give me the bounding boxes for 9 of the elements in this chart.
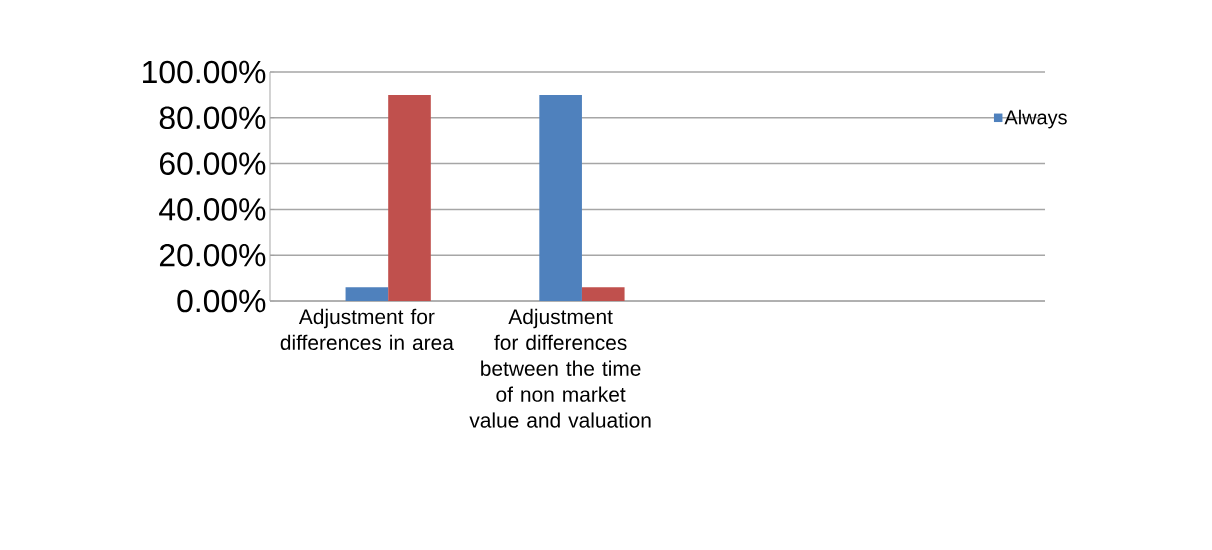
legend-label: Always bbox=[1004, 109, 1067, 129]
y-tick-label: 60.00% bbox=[159, 152, 266, 175]
y-tick-label: 40.00% bbox=[159, 198, 266, 221]
y-tick-label: 100.00% bbox=[143, 60, 266, 84]
y-tick-label: 80.00% bbox=[159, 106, 266, 130]
y-tick-label: 0.00% bbox=[177, 289, 266, 313]
x-tick-label: Adjustment for differences in area bbox=[280, 308, 454, 351]
y-tick-label: 20.00% bbox=[159, 243, 266, 267]
x-tick-label: Adjustment for differences between the time of non market value and valuation bbox=[469, 308, 651, 428]
